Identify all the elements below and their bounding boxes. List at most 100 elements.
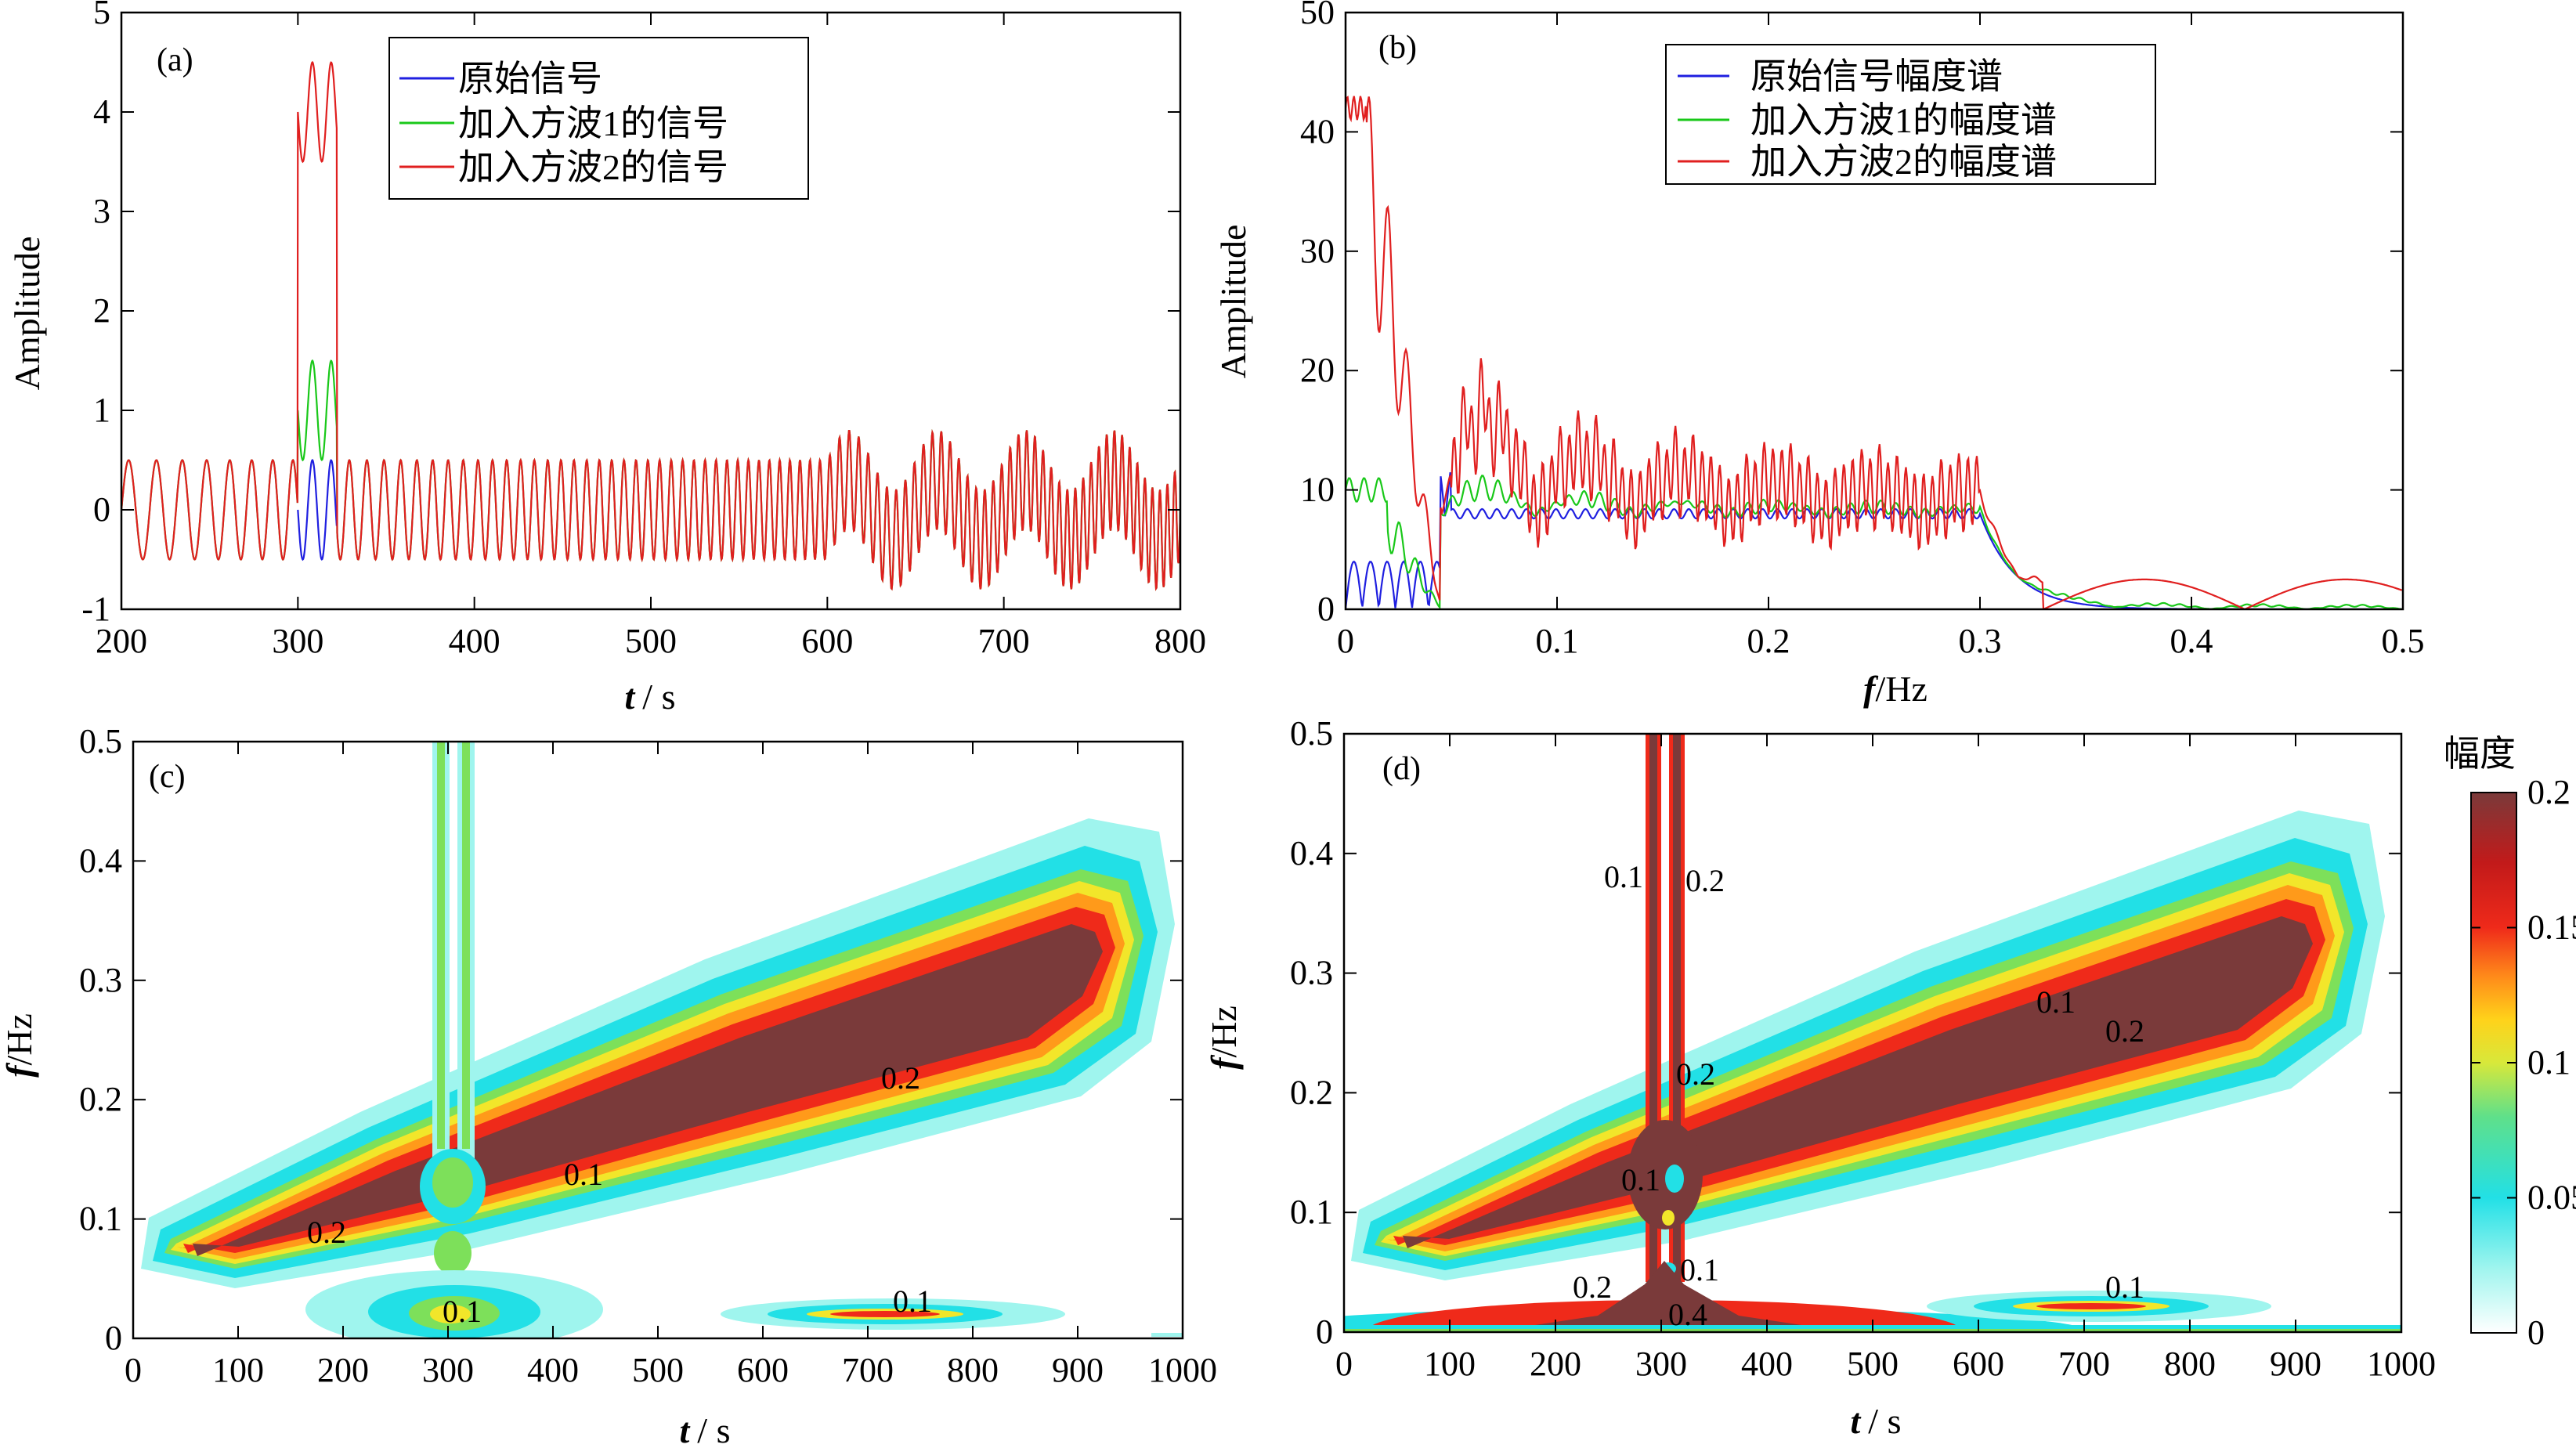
ytick-label: 0.1 <box>79 1200 122 1238</box>
colorbar-tick-label: 0 <box>2527 1313 2545 1352</box>
xtick-label: 700 <box>2058 1345 2110 1383</box>
ytick-label: 0 <box>105 1319 122 1357</box>
panel-b-frame <box>1344 11 2404 611</box>
d-contour-label-2: 0.2 <box>1685 863 1725 898</box>
panel-a-series-0 <box>297 458 338 562</box>
panel-a: 200 300 400 500 600 700 800 -1 0 1 2 3 4 5 (a) Amplit… <box>7 0 1206 717</box>
panel-d-ylabel: f/Hz <box>1204 1006 1244 1070</box>
ytick-label: 50 <box>1300 0 1335 31</box>
panel-a-xlabel: t / s <box>625 677 676 717</box>
d-contour-label-7: 0.1 <box>1680 1252 1719 1287</box>
c-ridge-left-inner <box>437 742 445 1149</box>
ytick-label: 0.5 <box>1290 714 1333 753</box>
ytick-label: 0.1 <box>1290 1193 1333 1231</box>
xtick-label: 500 <box>1847 1345 1899 1383</box>
panel-c-xlabel: t / s <box>680 1410 731 1448</box>
panel-a-label: (a) <box>157 42 193 78</box>
c-contour-label-5: 0.1 <box>893 1284 932 1319</box>
ytick-label: 0.3 <box>79 961 122 999</box>
xtick-label: 500 <box>632 1351 684 1389</box>
d-contour-label-5: 0.2 <box>2105 1013 2144 1049</box>
ytick-label: 20 <box>1300 351 1335 389</box>
xtick-label: 300 <box>422 1351 474 1389</box>
xtick-label: 800 <box>1154 622 1206 660</box>
xtick-label: 900 <box>2270 1345 2321 1383</box>
panel-b-series-2 <box>1346 96 2403 609</box>
xtick-label: 0 <box>1335 1345 1353 1383</box>
ytick-label: 0.3 <box>1290 954 1333 992</box>
ytick-label: 0 <box>1317 590 1335 628</box>
panel-d-ylabel-var: f <box>1204 1054 1244 1070</box>
panel-d-contours <box>1344 734 2401 1332</box>
xtick-label: 600 <box>801 622 853 660</box>
panel-b-ylabel: Amplitude <box>1213 225 1253 379</box>
legend-a-original: 原始信号 <box>458 59 602 99</box>
panel-a-xlabel-var: t <box>625 677 636 717</box>
panel-c-label: (c) <box>149 759 186 795</box>
ytick-label: 30 <box>1300 232 1335 270</box>
c-junction-core <box>432 1157 473 1208</box>
xtick-label: 800 <box>2164 1345 2216 1383</box>
d-ridge-right-inner <box>1673 734 1681 1282</box>
panel-b-label: (b) <box>1378 30 1417 66</box>
d-contour-label-3: 0.2 <box>1676 1056 1715 1092</box>
c-contour-label-1: 0.2 <box>307 1215 346 1250</box>
panel-c-xlabel-unit: / s <box>697 1410 730 1448</box>
c-blob700-core <box>830 1311 940 1317</box>
d-contour-label-1: 0.1 <box>1604 859 1643 894</box>
panel-b: 0 0.1 0.2 0.3 0.4 0.5 0 10 20 30 40 50 (b) Amplitud… <box>1213 0 2425 709</box>
ytick-label: 0.4 <box>1290 834 1333 872</box>
c-lowfreq-blob-core <box>430 1305 471 1323</box>
d-lowfreq-core <box>1488 1261 1848 1332</box>
xtick-label: 400 <box>449 622 500 660</box>
panel-d-xlabel: t / s <box>1851 1401 1902 1441</box>
legend-b-square2: 加入方波2的幅度谱 <box>1750 142 2057 182</box>
colorbar-tick-label: 0.15 <box>2527 908 2576 947</box>
ytick-label: 3 <box>93 192 110 230</box>
panel-d-ylabel-unit: /Hz <box>1204 1006 1244 1057</box>
xtick-label: 0.2 <box>1747 622 1790 660</box>
xtick-label: 0 <box>1337 622 1354 660</box>
c-contour-label-2: 0.1 <box>564 1157 603 1192</box>
xtick-label: 200 <box>1530 1345 1581 1383</box>
d-junction-hole1 <box>1665 1165 1684 1193</box>
xtick-label: 600 <box>737 1351 789 1389</box>
d-ridge-left-inner <box>1649 734 1657 1282</box>
xtick-label: 200 <box>317 1351 369 1389</box>
xtick-label: 700 <box>842 1351 894 1389</box>
d-contour-label-9: 0.4 <box>1668 1297 1707 1332</box>
c-contour-label-3: 0.2 <box>881 1060 920 1096</box>
c-baseline-strip <box>1151 1333 1183 1337</box>
ytick-label: 40 <box>1300 112 1335 150</box>
d-contour-label-8: 0.2 <box>1573 1269 1612 1305</box>
panel-c-ticks: 0 100 200 300 400 500 600 700 800 900 1000 0 0.1 0.2 0… <box>79 722 1217 1389</box>
panel-a-ylabel: Amplitude <box>7 237 47 391</box>
ytick-label: 0.2 <box>1290 1073 1333 1111</box>
panel-c-contours <box>141 742 1183 1338</box>
panel-a-legend-box <box>388 37 809 200</box>
panel-b-xlabel-var: f <box>1863 669 1879 709</box>
colorbar: 幅度 0 0.05 0.1 0.15 0.2 <box>2444 734 2576 1352</box>
panel-c-ylabel-var: f <box>0 1062 39 1078</box>
panel-b-legend: 原始信号幅度谱 加入方波1的幅度谱 加入方波2的幅度谱 <box>1665 44 2156 185</box>
xtick-label: 0 <box>125 1351 142 1389</box>
xtick-label: 1000 <box>2367 1345 2436 1383</box>
panel-c-ylabel-unit: /Hz <box>0 1013 39 1065</box>
panel-c-ylabel: f/Hz <box>0 1013 39 1078</box>
xtick-label: 1000 <box>1148 1351 1217 1389</box>
d-blob700-core <box>2036 1303 2146 1309</box>
panel-a-series-1 <box>121 359 1180 591</box>
xtick-label: 600 <box>1953 1345 2004 1383</box>
panel-d-xlabel-var: t <box>1851 1401 1862 1441</box>
panel-d-label: (d) <box>1382 751 1421 787</box>
ytick-label: 5 <box>93 0 110 31</box>
xtick-label: 0.5 <box>2382 622 2425 660</box>
c-band-l7 <box>193 924 1103 1256</box>
xtick-label: 700 <box>978 622 1030 660</box>
xtick-label: 900 <box>1052 1351 1104 1389</box>
panel-c-xlabel-var: t <box>680 1410 691 1448</box>
panel-b-xlabel-unit: /Hz <box>1875 669 1927 709</box>
ytick-label: 4 <box>93 92 110 131</box>
panel-b-xlabel: f/Hz <box>1863 669 1927 709</box>
